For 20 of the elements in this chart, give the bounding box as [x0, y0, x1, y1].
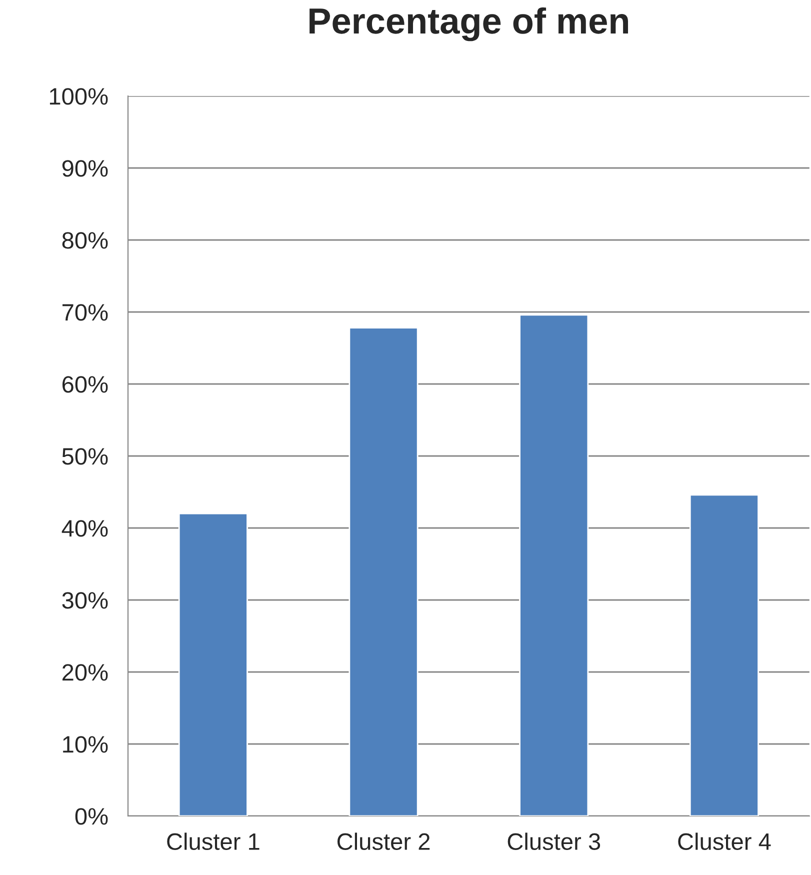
- y-tick-label: 90%: [62, 160, 108, 177]
- y-tick-label: 80%: [62, 232, 108, 249]
- y-tick-label: 70%: [62, 304, 108, 321]
- x-tick-label: Cluster 1: [167, 832, 260, 850]
- y-tick-label: 10%: [63, 736, 108, 753]
- y-tick-label: 60%: [62, 376, 108, 393]
- x-tick-label: Cluster 4: [678, 832, 771, 850]
- bar: [178, 512, 248, 816]
- y-tick-label: 40%: [62, 520, 108, 537]
- chart-title: Percentage of men: [310, 7, 628, 42]
- bar: [689, 494, 759, 816]
- x-tick-label: Cluster 2: [337, 832, 430, 850]
- y-tick-label: 50%: [62, 448, 108, 465]
- x-tick-label: Cluster 3: [508, 832, 600, 850]
- y-tick-label: 100%: [50, 88, 108, 105]
- bar: [348, 327, 418, 816]
- y-tick-label: 0%: [75, 808, 108, 825]
- bar: [519, 314, 589, 816]
- y-tick-label: 30%: [62, 592, 108, 609]
- y-tick-label: 20%: [62, 664, 108, 681]
